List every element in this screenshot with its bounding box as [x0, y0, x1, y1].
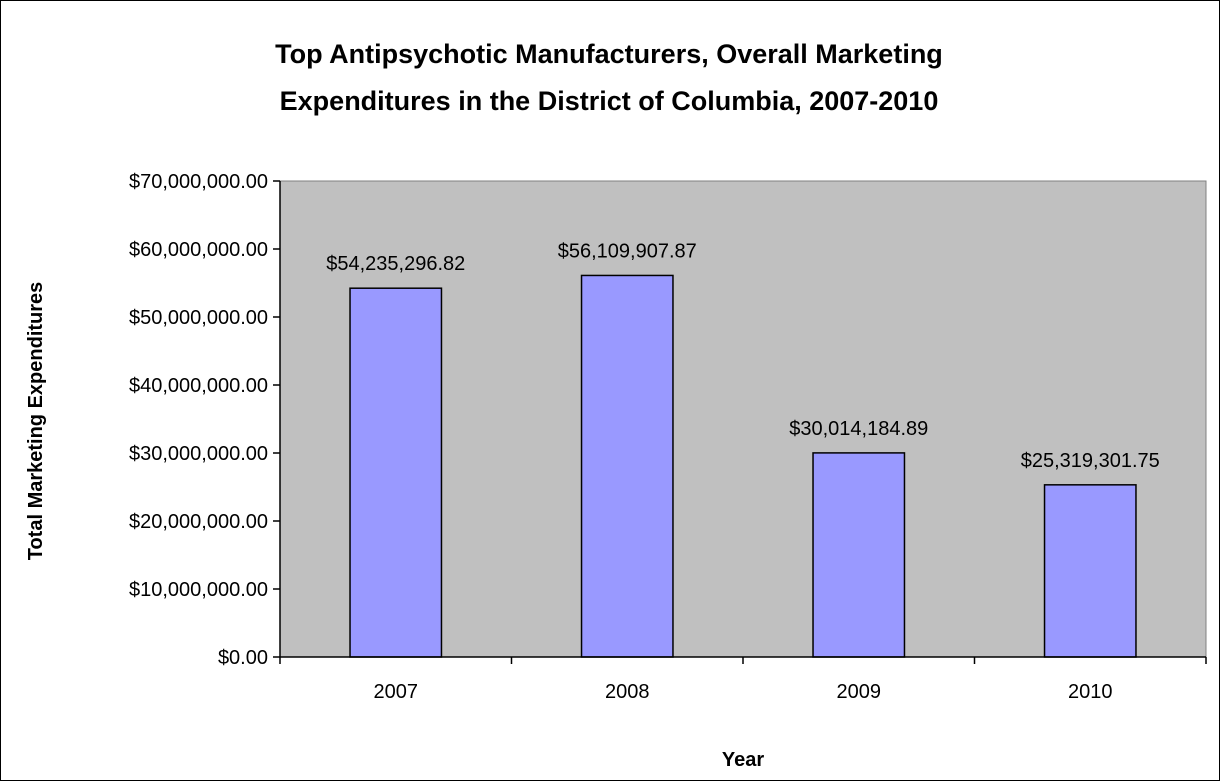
x-tick-label: 2008 — [605, 681, 650, 703]
bar-2008 — [580, 274, 674, 658]
data-label-2010: $25,319,301.75 — [1021, 450, 1160, 472]
y-tick-label: $10,000,000.00 — [129, 579, 268, 601]
y-axis-ticks: $0.00 $10,000,000.00 $20,000,000.00 $30,000… — [129, 171, 280, 669]
y-tick-label: $0.00 — [218, 647, 268, 669]
y-tick-label: $50,000,000.00 — [129, 307, 268, 329]
y-tick-label: $40,000,000.00 — [129, 375, 268, 397]
chart-title: Top Antipsychotic Manufacturers, Overall… — [275, 39, 943, 116]
bars — [349, 274, 1137, 658]
y-axis-title: Total Marketing Expenditures — [25, 282, 47, 561]
y-tick-label: $70,000,000.00 — [129, 171, 268, 193]
x-tick-label: 2010 — [1068, 681, 1113, 703]
x-axis-title: Year — [722, 749, 764, 771]
chart-title-line-2: Expenditures in the District of Columbia… — [280, 86, 939, 116]
x-tick-label: 2007 — [374, 681, 419, 703]
y-tick-label: $60,000,000.00 — [129, 239, 268, 261]
x-tick-label: 2009 — [837, 681, 882, 703]
data-label-2009: $30,014,184.89 — [789, 418, 928, 440]
data-label-2007: $54,235,296.82 — [326, 253, 465, 275]
bar-2010 — [1043, 484, 1137, 658]
x-axis-ticks: 2007 2008 2009 2010 — [279, 657, 1207, 703]
bar-2007 — [349, 287, 443, 658]
y-tick-label: $30,000,000.00 — [129, 443, 268, 465]
data-labels: $54,235,296.82 $56,109,907.87 $30,014,184.… — [326, 240, 1160, 471]
y-tick-label: $20,000,000.00 — [129, 511, 268, 533]
data-label-2008: $56,109,907.87 — [558, 240, 697, 262]
bar-2009 — [812, 452, 906, 658]
chart-title-line-1: Top Antipsychotic Manufacturers, Overall… — [275, 39, 943, 69]
